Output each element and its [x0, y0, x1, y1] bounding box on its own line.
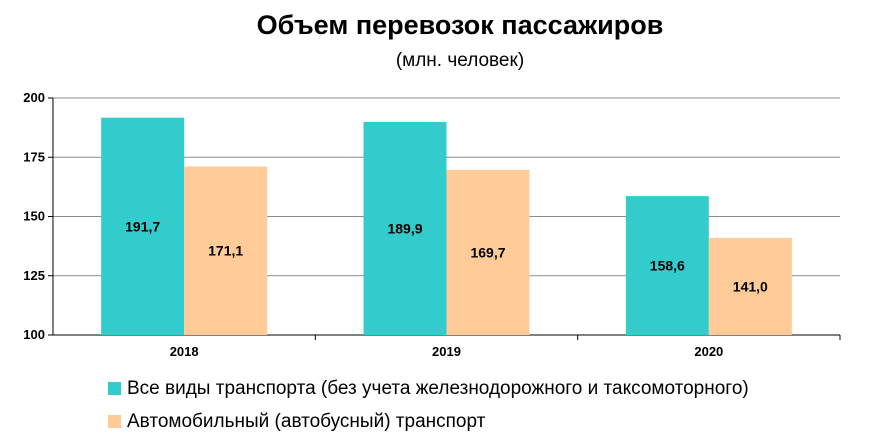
y-tick-label: 150 [23, 209, 45, 224]
legend-item-bus-transport: Автомобильный (автобусный) транспорт [108, 405, 749, 438]
bar [101, 117, 185, 336]
bars [101, 117, 792, 336]
data-label: 141,0 [733, 278, 768, 294]
y-tick-label: 200 [23, 90, 45, 105]
bar [363, 121, 447, 335]
data-labels: 191,7 171,1 189,9 169,7 158,6 141,0 [125, 218, 768, 294]
legend: Все виды транспорта (без учета железнодо… [108, 372, 749, 438]
data-label: 191,7 [125, 218, 160, 234]
y-tick-label: 100 [23, 327, 45, 342]
x-tick-label: 2018 [170, 344, 199, 359]
data-label: 158,6 [650, 258, 685, 274]
legend-swatch-all-transport [108, 382, 121, 395]
y-tick-label: 125 [23, 268, 45, 283]
x-axis: 2018 2019 2020 [53, 334, 841, 359]
x-tick-label: 2019 [432, 344, 461, 359]
legend-item-all-transport: Все виды транспорта (без учета железнодо… [108, 372, 749, 405]
bar [625, 196, 709, 335]
legend-label-bus-transport: Автомобильный (автобусный) транспорт [127, 410, 486, 432]
data-label: 169,7 [470, 244, 505, 260]
chart-title: Объем перевозок пассажиров [256, 10, 664, 40]
x-tick-label: 2020 [694, 344, 723, 359]
data-label: 189,9 [387, 220, 422, 236]
legend-swatch-bus-transport [108, 415, 121, 428]
y-axis: 100 125 150 175 200 [23, 90, 54, 342]
bar [708, 237, 792, 335]
chart-subtitle: (млн. человек) [395, 50, 525, 71]
bar [184, 166, 268, 335]
data-label: 171,1 [208, 243, 243, 259]
legend-label-all-transport: Все виды транспорта (без учета железнодо… [127, 377, 749, 399]
bar [446, 169, 530, 335]
y-tick-label: 175 [23, 149, 45, 164]
